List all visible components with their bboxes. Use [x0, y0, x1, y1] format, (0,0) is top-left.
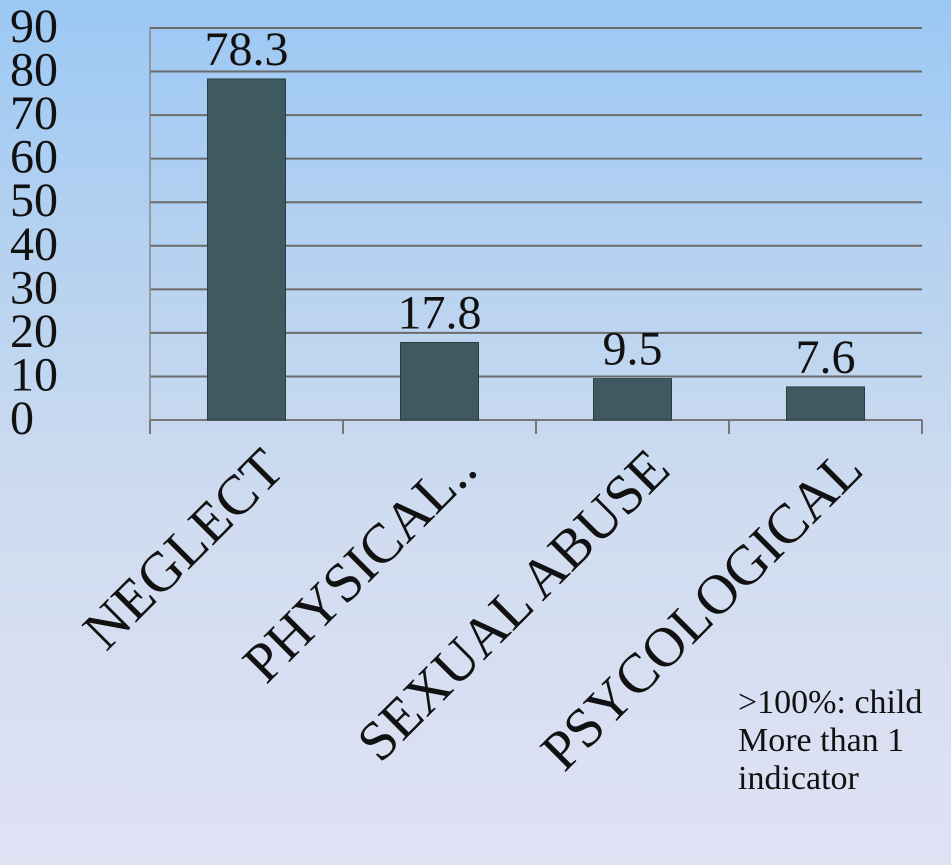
y-tick-label: 20	[10, 305, 58, 358]
y-tick-label: 80	[10, 44, 58, 97]
y-tick-label: 90	[10, 0, 58, 53]
footnote-line-1: >100%: child	[738, 684, 923, 721]
footnote: >100%: child More than 1 indicator	[738, 684, 922, 798]
y-tick-label: 70	[10, 87, 58, 140]
data-label: 78.3	[205, 23, 289, 76]
y-tick-label: 0	[10, 392, 34, 445]
footnote-line-3: indicator	[738, 760, 859, 797]
y-tick-label: 50	[10, 174, 58, 227]
y-tick-label: 10	[10, 348, 58, 401]
footnote-line-2: More than 1	[738, 722, 905, 759]
bar	[593, 378, 672, 421]
bar	[207, 78, 286, 421]
bar	[400, 341, 479, 421]
bar	[786, 386, 865, 421]
y-tick-label: 60	[10, 131, 58, 184]
data-label: 9.5	[603, 323, 663, 376]
y-tick-label: 30	[10, 261, 58, 314]
y-tick-label: 40	[10, 218, 58, 271]
data-label: 7.6	[796, 331, 856, 384]
data-label: 17.8	[398, 286, 482, 339]
